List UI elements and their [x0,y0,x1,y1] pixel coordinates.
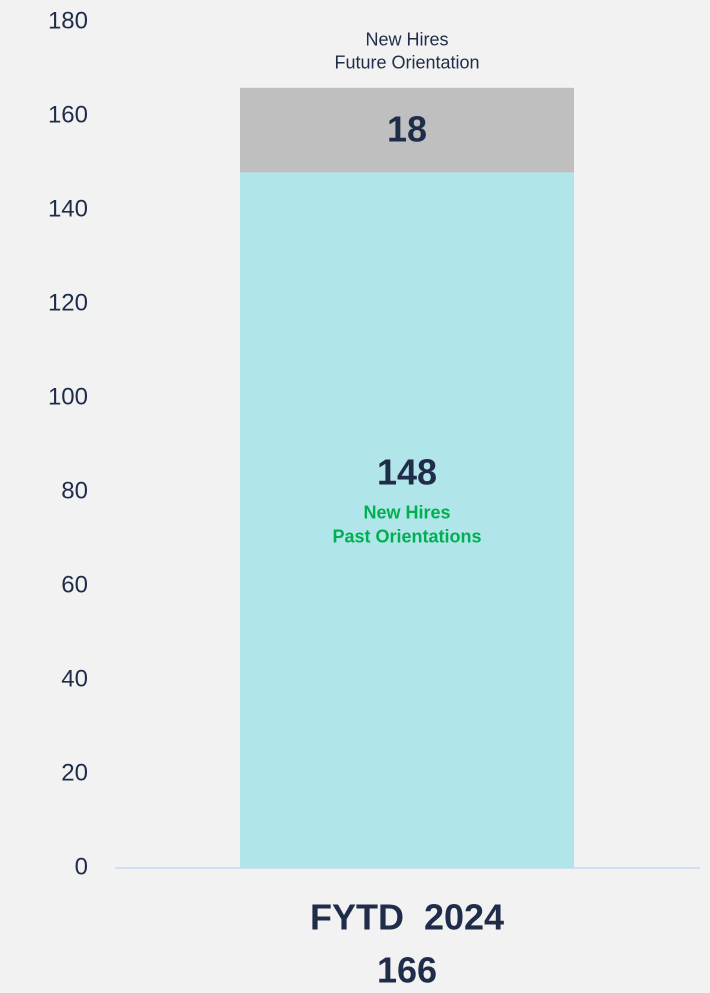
series-label: New Hires Past Orientations [332,502,482,547]
value-label: 148 [377,452,437,493]
y-tick-label: 20 [61,759,88,786]
y-tick-label: 120 [48,289,88,316]
total-label: 166 [377,950,437,991]
y-tick-label: 140 [48,195,88,222]
x-tick-label: FYTD 2024 [310,897,504,938]
y-tick-label: 80 [61,477,88,504]
series-label: New Hires Future Orientation [334,29,480,73]
bar-segment [240,87,574,173]
y-tick-label: 40 [61,665,88,692]
y-tick-label: 60 [61,571,88,598]
value-label: 18 [387,109,427,150]
y-tick-label: 160 [48,101,88,128]
y-tick-label: 0 [75,853,88,880]
bar-segment [240,172,574,868]
y-tick-label: 100 [48,383,88,410]
y-tick-label: 180 [48,7,88,34]
